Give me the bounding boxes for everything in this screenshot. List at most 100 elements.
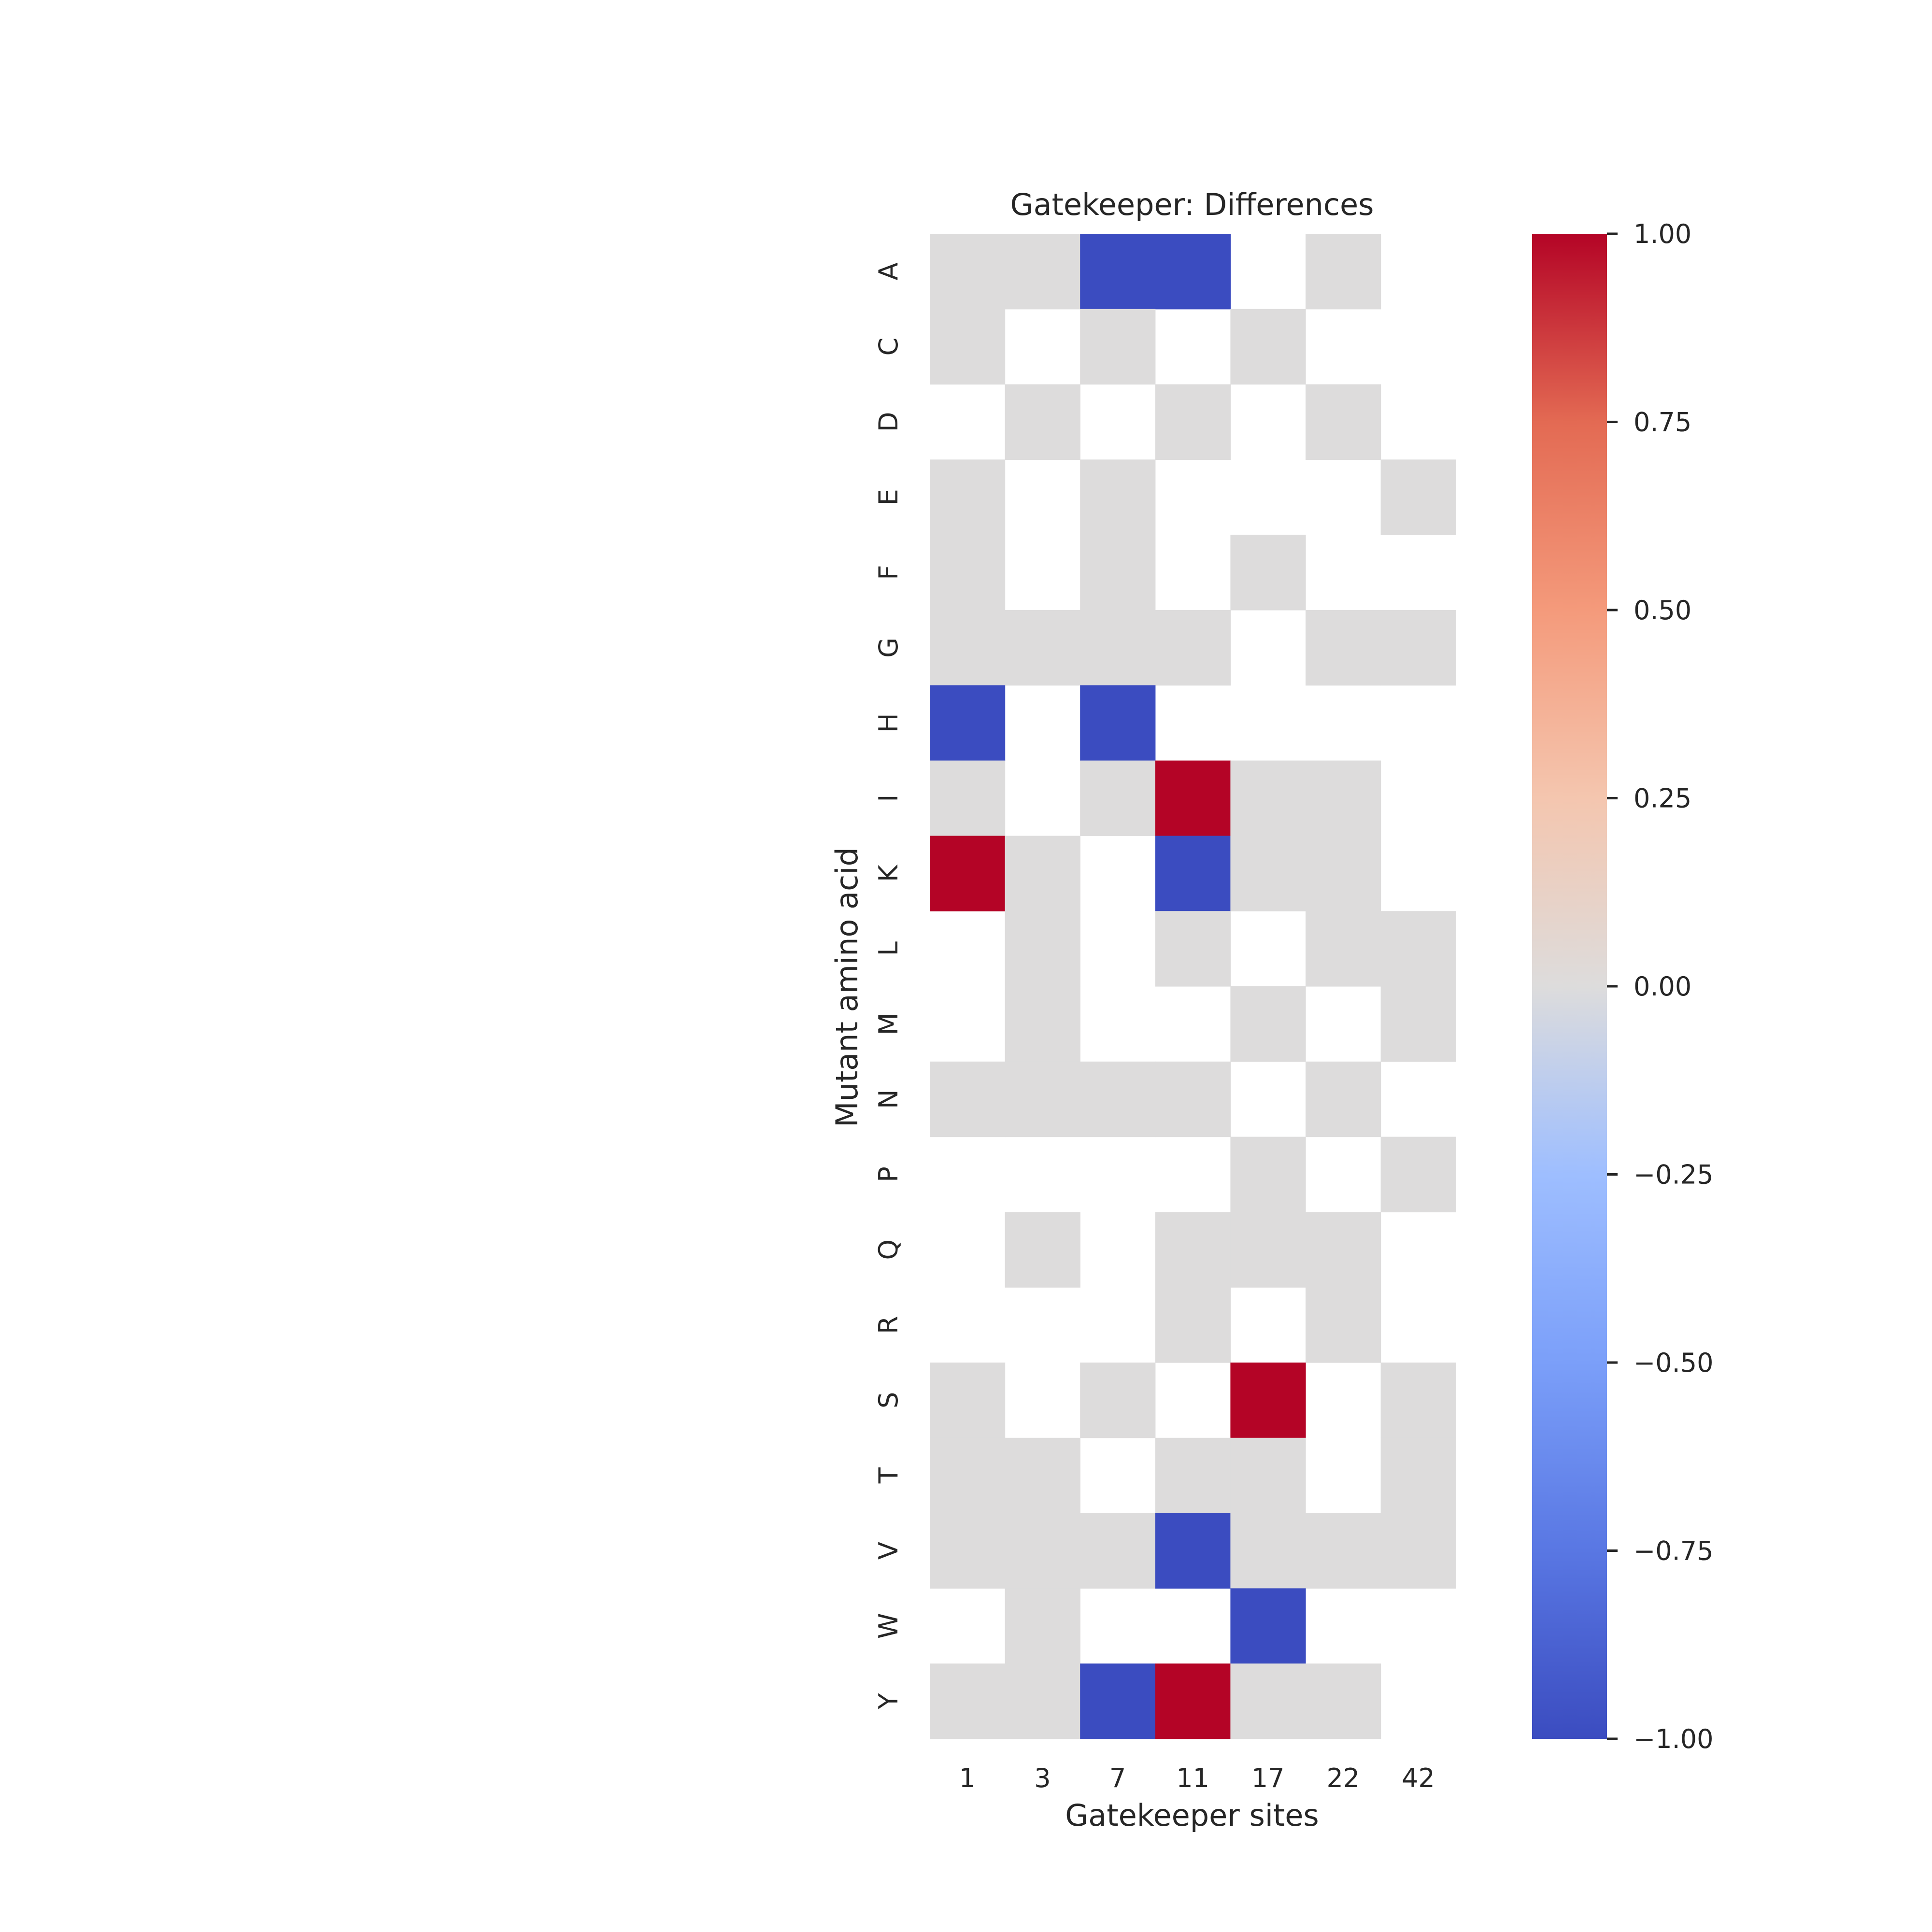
heatmap-cell-D-3: [1005, 384, 1080, 460]
heatmap-cell-Y-3: [1005, 1663, 1080, 1739]
x-tick-label: 3: [1034, 1763, 1051, 1793]
y-tick-label: R: [873, 1316, 904, 1334]
heatmap-cell-G-42: [1380, 610, 1456, 686]
x-tick-labels: 1 3 7 11 17 22 42: [959, 1763, 1435, 1793]
heatmap-cell-A-1: [930, 234, 1006, 310]
heatmap-cell-T-11: [1155, 1437, 1231, 1514]
colorbar-tick-label: 0.50: [1634, 595, 1691, 625]
heatmap-cell-S-1: [930, 1363, 1006, 1438]
heatmap-cell-L-42: [1380, 911, 1456, 987]
heatmap-cell-Y-1: [930, 1663, 1006, 1739]
heatmap-cell-R-22: [1306, 1287, 1381, 1363]
heatmap-cell-I-1: [930, 760, 1006, 836]
heatmap-cell-C-7: [1080, 309, 1156, 385]
y-tick-label: N: [873, 1089, 904, 1108]
heatmap-cell-W-3: [1005, 1588, 1080, 1664]
heatmap-cell-K-22: [1306, 836, 1381, 911]
y-axis-label: Mutant amino acid: [829, 847, 865, 1127]
y-tick-label: A: [873, 262, 904, 280]
heatmap-cell-A-7: [1080, 234, 1156, 310]
colorbar-tick-label: −0.25: [1634, 1160, 1713, 1190]
heatmap-cell-G-1: [930, 610, 1006, 686]
x-axis-label: Gatekeeper sites: [1065, 1798, 1319, 1833]
y-tick-label: M: [873, 1013, 904, 1036]
heatmap-cell-A-22: [1306, 234, 1381, 310]
heatmap-cell-F-7: [1080, 535, 1156, 611]
heatmap-cell-V-22: [1306, 1513, 1381, 1589]
heatmap-cell-W-17: [1230, 1588, 1306, 1664]
x-tick-label: 22: [1326, 1763, 1360, 1793]
heatmap-cell-V-1: [930, 1513, 1006, 1589]
heatmap-cell-C-17: [1230, 309, 1306, 385]
y-tick-label: E: [873, 489, 904, 505]
y-tick-label: V: [873, 1542, 904, 1560]
chart-title: Gatekeeper: Differences: [1010, 187, 1374, 222]
heatmap-cells: [930, 234, 1456, 1739]
colorbar: [1532, 234, 1607, 1739]
heatmap-cell-S-7: [1080, 1363, 1156, 1438]
heatmap-cell-M-42: [1380, 986, 1456, 1062]
heatmap-cell-M-3: [1005, 986, 1080, 1062]
heatmap-cell-N-11: [1155, 1061, 1231, 1137]
heatmap-cell-S-17: [1230, 1363, 1306, 1438]
y-tick-label: W: [873, 1613, 904, 1639]
heatmap-cell-A-11: [1155, 234, 1231, 310]
y-tick-label: G: [873, 638, 904, 658]
heatmap-cell-Q-11: [1155, 1212, 1231, 1288]
heatmap-cell-V-3: [1005, 1513, 1080, 1589]
heatmap-cell-I-17: [1230, 760, 1306, 836]
heatmap-cell-K-3: [1005, 836, 1080, 911]
colorbar-tick-label: 0.25: [1634, 783, 1691, 814]
x-tick-label: 17: [1251, 1763, 1285, 1793]
colorbar-ticks: 1.00 0.75 0.50 0.25 0.00 −0.25 −0.50 −0.75 −1.00: [1607, 219, 1713, 1754]
heatmap-cell-E-7: [1080, 459, 1156, 535]
colorbar-tick-label: 0.00: [1634, 971, 1691, 1002]
heatmap-cell-T-42: [1380, 1437, 1456, 1514]
y-tick-label: H: [873, 713, 904, 733]
heatmap-cell-R-11: [1155, 1287, 1231, 1363]
y-tick-label: T: [873, 1467, 904, 1484]
y-tick-label: C: [873, 338, 904, 356]
heatmap-cell-V-42: [1380, 1513, 1456, 1589]
heatmap-cell-I-11: [1155, 760, 1231, 836]
heatmap-cell-L-11: [1155, 911, 1231, 987]
heatmap-cell-A-3: [1005, 234, 1080, 310]
heatmap-cell-N-7: [1080, 1061, 1156, 1137]
heatmap-cell-H-7: [1080, 685, 1156, 761]
heatmap-cell-Y-11: [1155, 1663, 1231, 1739]
heatmap-cell-G-7: [1080, 610, 1156, 686]
heatmap-cell-V-17: [1230, 1513, 1306, 1589]
x-tick-label: 42: [1402, 1763, 1435, 1793]
heatmap-cell-E-42: [1380, 459, 1456, 535]
heatmap-cell-Y-17: [1230, 1663, 1306, 1739]
heatmap-cell-V-7: [1080, 1513, 1156, 1589]
heatmap-cell-K-11: [1155, 836, 1231, 911]
heatmap-cell-V-11: [1155, 1513, 1231, 1589]
y-tick-label: I: [873, 795, 904, 802]
colorbar-tick-label: −1.00: [1634, 1724, 1713, 1754]
heatmap-cell-Q-22: [1306, 1212, 1381, 1288]
y-tick-label: Q: [873, 1239, 904, 1260]
x-tick-label: 7: [1109, 1763, 1126, 1793]
heatmap-cell-E-1: [930, 459, 1006, 535]
y-tick-label: P: [873, 1166, 904, 1182]
heatmap-cell-G-3: [1005, 610, 1080, 686]
y-tick-label: K: [873, 864, 904, 882]
x-tick-label: 11: [1176, 1763, 1209, 1793]
heatmap-cell-G-11: [1155, 610, 1231, 686]
heatmap-cell-Q-3: [1005, 1212, 1080, 1288]
heatmap-cell-C-1: [930, 309, 1006, 385]
colorbar-tick-label: −0.75: [1634, 1536, 1713, 1566]
heatmap-cell-F-1: [930, 535, 1006, 611]
heatmap-cell-N-3: [1005, 1061, 1080, 1137]
heatmap-cell-T-17: [1230, 1437, 1306, 1514]
colorbar-tick-label: 1.00: [1634, 219, 1691, 249]
y-tick-label: L: [873, 941, 904, 956]
heatmap-cell-M-17: [1230, 986, 1306, 1062]
y-tick-labels: A C D E F G H I K L M N P Q R S T V W Y: [873, 262, 904, 1709]
y-tick-label: S: [873, 1392, 904, 1408]
heatmap-cell-I-22: [1306, 760, 1381, 836]
y-tick-label: D: [873, 412, 904, 432]
heatmap-cell-T-1: [930, 1437, 1006, 1514]
